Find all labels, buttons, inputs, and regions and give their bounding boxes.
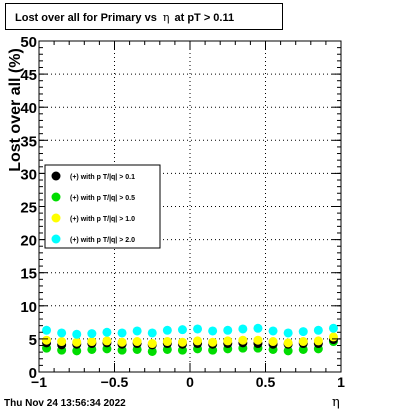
legend-label: (+) with p T/|q| > 0.1 xyxy=(70,174,135,181)
y-tick-label: 5 xyxy=(29,332,37,349)
data-point xyxy=(147,346,157,356)
legend-box xyxy=(44,164,161,249)
data-point xyxy=(283,338,293,348)
legend-marker xyxy=(51,192,61,202)
legend-label: (+) with p T/|q| > 2.0 xyxy=(70,237,135,244)
data-point xyxy=(117,337,127,347)
chart-title: Lost over all for Primary vs η at pT > 0.… xyxy=(15,11,235,24)
y-tick-label: 25 xyxy=(20,200,37,217)
data-point xyxy=(238,335,248,345)
data-point xyxy=(72,329,82,339)
data-point xyxy=(298,337,308,347)
data-point xyxy=(193,324,203,334)
data-point xyxy=(42,335,52,345)
data-point xyxy=(147,339,157,349)
data-series xyxy=(42,323,338,356)
y-axis-label: Lost over all (%) xyxy=(7,48,24,172)
y-tick-label: 10 xyxy=(20,299,37,316)
data-point xyxy=(57,337,67,347)
data-point xyxy=(162,325,172,335)
legend-label: (+) with p T/|q| > 1.0 xyxy=(70,216,135,223)
data-point xyxy=(208,326,218,336)
legend-marker xyxy=(51,213,61,223)
data-point xyxy=(102,336,112,346)
legend-marker xyxy=(51,234,61,244)
title-box: Lost over all for Primary vs η at pT > 0.… xyxy=(5,3,283,30)
data-point xyxy=(117,328,127,338)
x-axis-label: η xyxy=(332,395,340,410)
data-point xyxy=(268,337,278,347)
data-point xyxy=(313,336,323,346)
y-tick-label: 15 xyxy=(20,266,37,283)
y-tick-label: 50 xyxy=(20,34,37,51)
data-point xyxy=(132,337,142,347)
axis-ticks xyxy=(38,40,342,373)
data-point xyxy=(72,346,82,356)
data-point xyxy=(57,328,67,338)
data-point xyxy=(223,325,233,335)
data-point xyxy=(313,325,323,335)
data-point xyxy=(283,346,293,356)
timestamp-footer: Thu Nov 24 13:56:34 2022 xyxy=(4,398,126,409)
data-point xyxy=(177,337,187,347)
data-point xyxy=(268,326,278,336)
data-point xyxy=(253,335,263,345)
data-point xyxy=(253,323,263,333)
data-point xyxy=(87,337,97,347)
data-point xyxy=(162,337,172,347)
y-tick-label: 20 xyxy=(20,233,37,250)
data-point xyxy=(208,337,218,347)
series-3 xyxy=(42,323,338,339)
data-point xyxy=(193,336,203,346)
data-point xyxy=(42,325,52,335)
y-tick-label: 45 xyxy=(20,67,37,84)
data-point xyxy=(102,327,112,337)
data-point xyxy=(328,332,338,342)
legend: (+) with p T/|q| > 0.1 (+) with p T/|q| >… xyxy=(44,164,161,249)
y-tick-label: 0 xyxy=(29,365,37,382)
data-point xyxy=(87,329,97,339)
data-point xyxy=(177,325,187,335)
x-tick-label: −0.5 xyxy=(101,374,129,390)
data-point xyxy=(238,324,248,334)
series-2 xyxy=(42,332,338,349)
y-tick-label: 30 xyxy=(20,166,37,183)
x-tick-label: 0.5 xyxy=(256,374,276,390)
data-point xyxy=(132,326,142,336)
legend-label: (+) with p T/|q| > 0.5 xyxy=(70,195,135,202)
x-tick-label: 0 xyxy=(186,374,194,390)
data-point xyxy=(298,327,308,337)
data-point xyxy=(147,328,157,338)
y-tick-label: 35 xyxy=(20,133,37,150)
data-point xyxy=(328,323,338,333)
legend-marker xyxy=(51,171,61,181)
y-tick-label: 40 xyxy=(20,100,37,117)
data-point xyxy=(223,336,233,346)
data-point xyxy=(72,337,82,347)
x-tick-label: 1 xyxy=(337,374,345,390)
data-point xyxy=(283,328,293,338)
x-tick-label: −1 xyxy=(31,374,47,390)
